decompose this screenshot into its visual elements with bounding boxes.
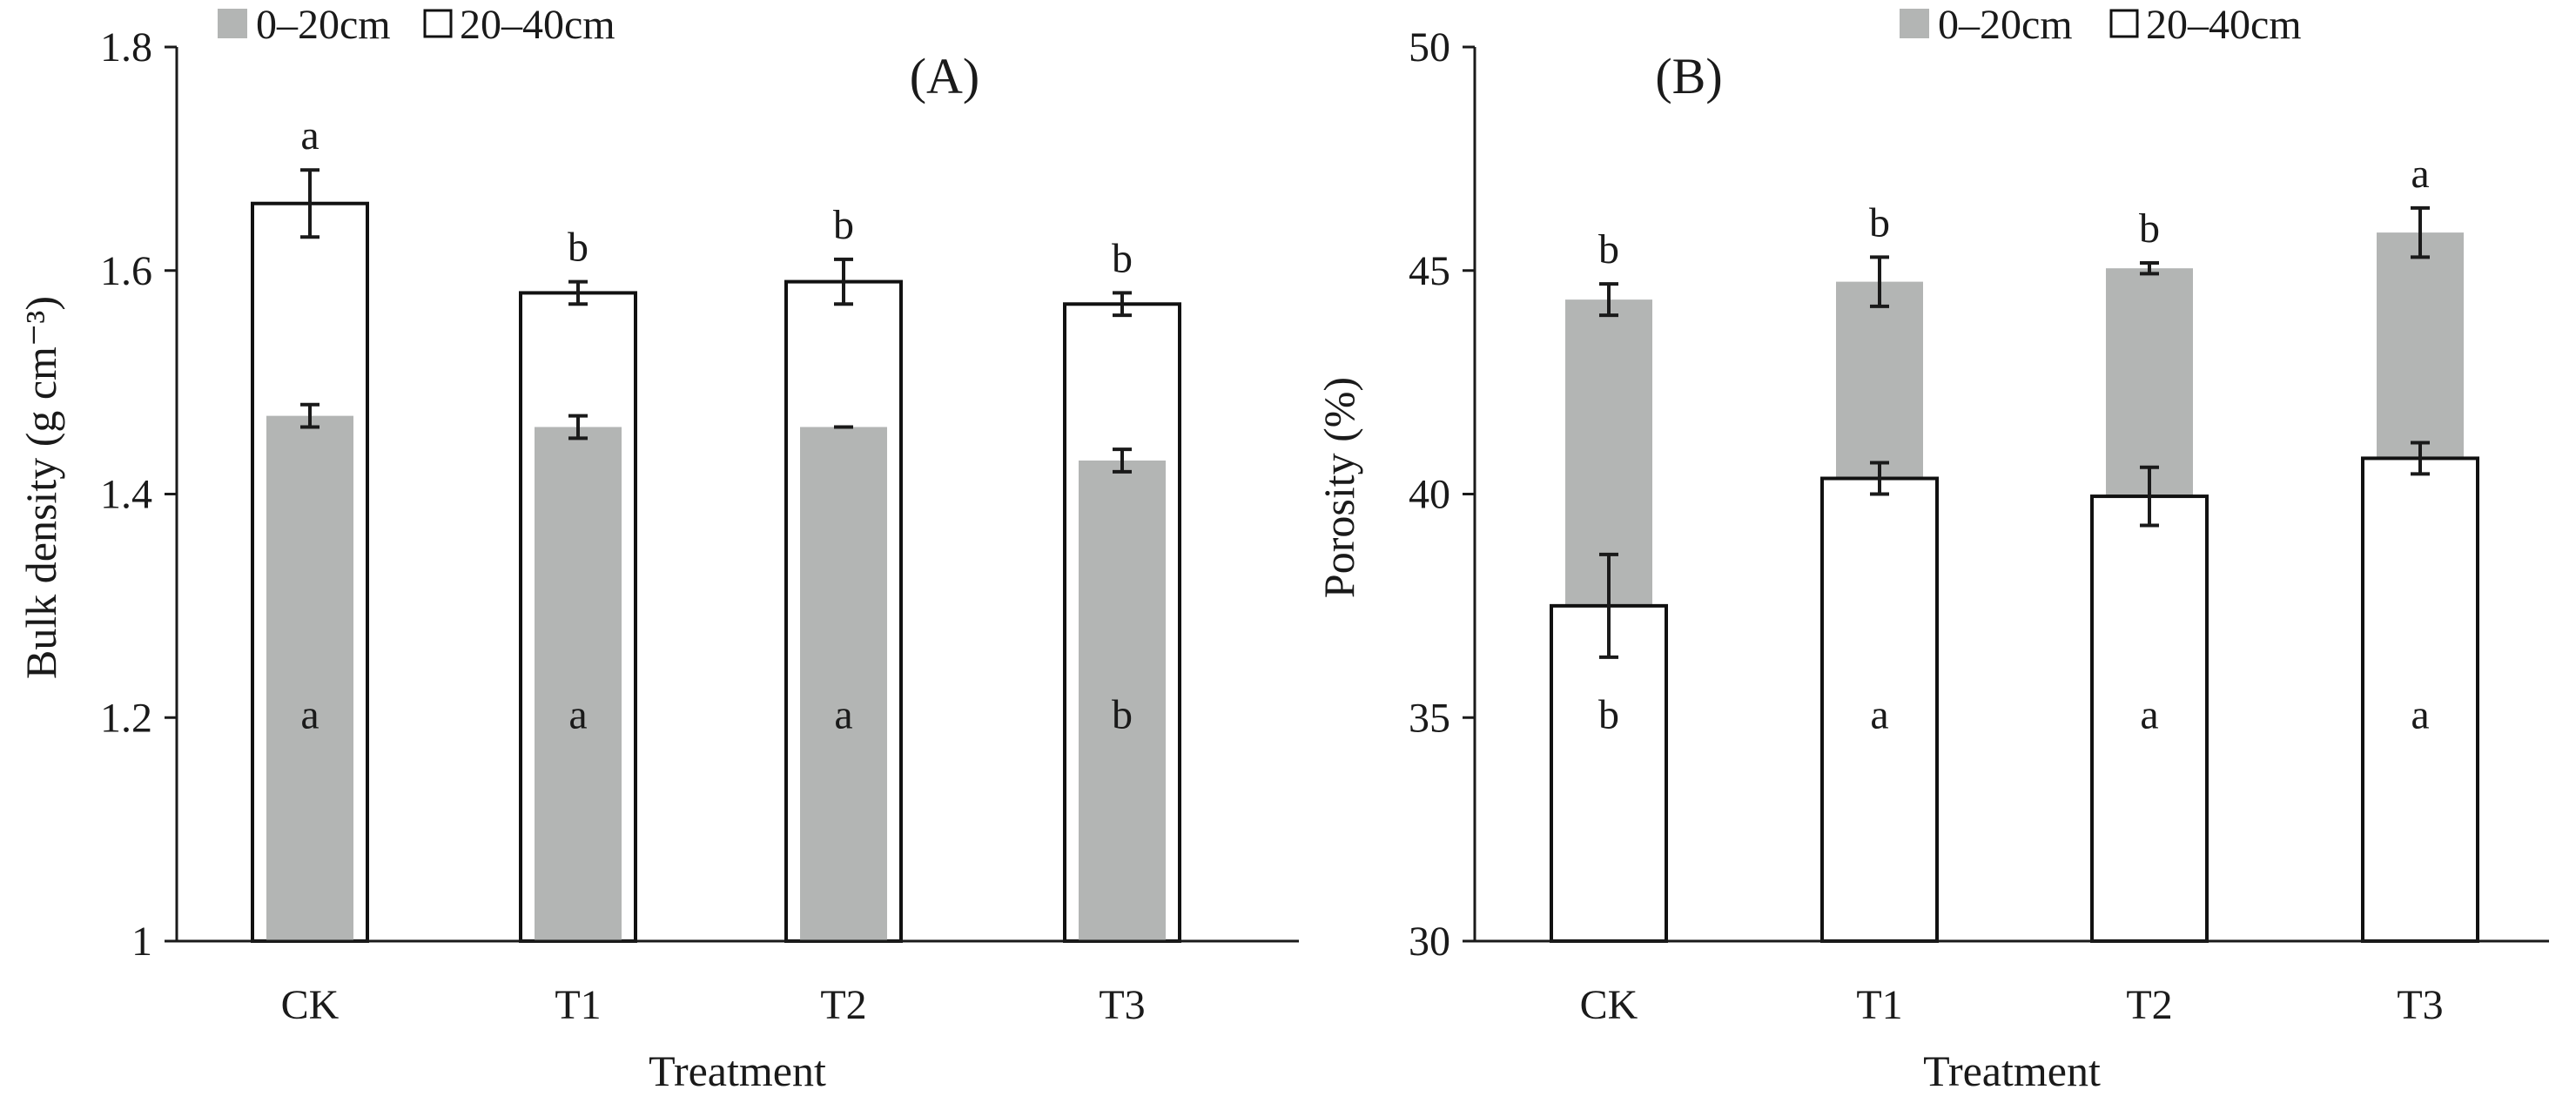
significance-letter-0-20cm-t1: b bbox=[1869, 199, 1890, 246]
bar-20-40cm-t2 bbox=[2090, 494, 2209, 943]
significance-letter-20-40cm-t3: a bbox=[2411, 691, 2429, 737]
significance-letter-0-20cm-t3: a bbox=[2411, 151, 2429, 197]
significance-letter-20-40cm-t2: b bbox=[833, 202, 854, 248]
bar-20-40cm-t1 bbox=[1820, 476, 1939, 943]
error-bar-0-20cm-t1 bbox=[1870, 255, 1889, 308]
x-tick-label-t3: T3 bbox=[2397, 982, 2443, 1028]
error-bar-20-40cm-t1 bbox=[568, 279, 588, 306]
error-bar-20-40cm-ck bbox=[1599, 552, 1618, 659]
legend-swatch-20-40cm bbox=[2109, 9, 2139, 38]
significance-letter-0-20cm-ck: b bbox=[1598, 226, 1619, 272]
x-tick-label-t2: T2 bbox=[2126, 982, 2172, 1028]
significance-letter-20-40cm-ck: a bbox=[300, 112, 319, 158]
bar-0-20cm-t1 bbox=[535, 427, 622, 942]
x-tick-label-t1: T1 bbox=[1856, 982, 1902, 1028]
panel-label: (B) bbox=[1655, 48, 1722, 104]
legend-swatch-20-40cm bbox=[423, 9, 453, 38]
y-tick-label: 1.4 bbox=[100, 472, 152, 518]
significance-letter-0-20cm-ck: a bbox=[300, 691, 319, 737]
error-bar-0-20cm-ck bbox=[1599, 282, 1618, 318]
legend-label-0-20cm: 0–20cm bbox=[1938, 2, 2073, 48]
bar-20-40cm-t3 bbox=[2361, 456, 2479, 943]
y-tick-label: 45 bbox=[1409, 248, 1450, 294]
significance-letter-0-20cm-t3: b bbox=[1112, 691, 1133, 737]
error-bar-0-20cm-t1 bbox=[568, 414, 588, 441]
error-bar-0-20cm-ck bbox=[300, 402, 319, 429]
error-bar-0-20cm-t3 bbox=[2411, 205, 2430, 259]
legend-label-0-20cm: 0–20cm bbox=[256, 2, 391, 48]
x-tick-label-t1: T1 bbox=[555, 982, 601, 1028]
y-axis-title: Porosity (%) bbox=[1315, 377, 1363, 598]
x-tick-label-t3: T3 bbox=[1099, 982, 1145, 1028]
x-tick-label-ck: CK bbox=[1580, 982, 1638, 1028]
y-tick-label: 1.6 bbox=[100, 248, 152, 294]
y-tick-label: 35 bbox=[1409, 695, 1450, 741]
significance-letter-20-40cm-t3: b bbox=[1112, 235, 1133, 281]
y-tick-label: 50 bbox=[1409, 24, 1450, 71]
x-tick-label-t2: T2 bbox=[820, 982, 866, 1028]
significance-letter-20-40cm-t1: a bbox=[1870, 691, 1888, 737]
y-tick-label: 40 bbox=[1409, 472, 1450, 518]
error-bar-20-40cm-t3 bbox=[1113, 291, 1132, 318]
error-bar-20-40cm-ck bbox=[300, 168, 319, 239]
bar-0-20cm-t2 bbox=[800, 427, 887, 942]
error-bar-20-40cm-t2 bbox=[834, 257, 853, 306]
significance-letter-20-40cm-t2: a bbox=[2140, 691, 2158, 737]
y-tick-label: 1 bbox=[131, 918, 152, 965]
legend-label-20-40cm: 20–40cm bbox=[460, 2, 615, 48]
significance-letter-0-20cm-t2: a bbox=[834, 691, 852, 737]
legend-swatch-0-20cm bbox=[218, 9, 247, 38]
y-axis-title: Bulk density (g cm⁻³) bbox=[17, 296, 65, 679]
significance-letter-0-20cm-t1: a bbox=[568, 691, 587, 737]
legend-swatch-0-20cm bbox=[1900, 9, 1929, 38]
legend: 0–20cm 20–40cm bbox=[218, 2, 615, 48]
bar-0-20cm-ck bbox=[266, 415, 353, 941]
significance-letter-20-40cm-ck: b bbox=[1598, 691, 1619, 737]
panel-a-bulk-density-chart: a a a b a b b b 1 1.2 1.4 1.6 1.8 CK T1 T2 T3 Treatment Bu… bbox=[17, 2, 1299, 1095]
y-tick-label: 1.2 bbox=[100, 695, 152, 741]
significance-letter-20-40cm-t1: b bbox=[568, 225, 589, 271]
error-bar-0-20cm-t3 bbox=[1113, 447, 1132, 474]
panel-b-porosity-chart: b b b a b a a a 30 35 40 45 50 CK T1 T2 T3 Treatment Poros… bbox=[1315, 2, 2549, 1095]
legend-label-20-40cm: 20–40cm bbox=[2146, 2, 2302, 48]
y-tick-label: 1.8 bbox=[100, 24, 152, 71]
error-bar-0-20cm-t2 bbox=[2140, 261, 2159, 276]
significance-letter-0-20cm-t2: b bbox=[2139, 205, 2160, 252]
x-axis-title: Treatment bbox=[649, 1046, 826, 1095]
panel-label: (A) bbox=[910, 48, 980, 104]
error-bar-20-40cm-t1 bbox=[1870, 461, 1889, 496]
x-tick-label-ck: CK bbox=[281, 982, 340, 1028]
x-axis-title: Treatment bbox=[1923, 1046, 2101, 1095]
legend: 0–20cm 20–40cm bbox=[1900, 2, 2302, 48]
bar-0-20cm-t3 bbox=[1079, 460, 1166, 941]
error-bar-20-40cm-t2 bbox=[2140, 465, 2159, 528]
error-bar-20-40cm-t3 bbox=[2411, 441, 2430, 476]
y-tick-label: 30 bbox=[1409, 918, 1450, 965]
